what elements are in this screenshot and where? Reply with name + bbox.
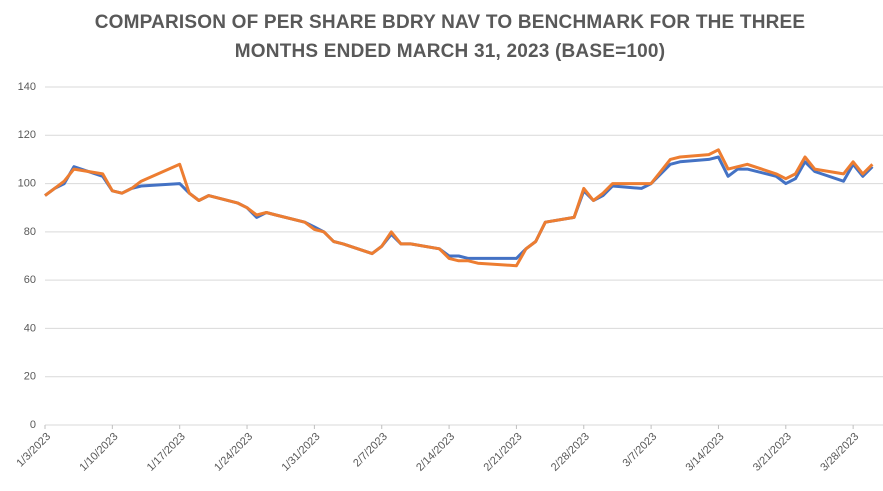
x-tick-label: 3/21/2023 [751,431,794,474]
series-line [44,148,874,268]
x-tick-label: 3/28/2023 [818,431,861,474]
y-tick-label: 100 [18,177,36,189]
x-tick-label: 1/3/2023 [14,431,53,470]
x-tick-label: 2/28/2023 [549,431,592,474]
x-tick-label: 1/17/2023 [145,431,188,474]
x-tick-label: 1/31/2023 [279,431,322,474]
x-tick-label: 2/21/2023 [482,431,525,474]
y-tick-label: 80 [24,226,36,238]
series-line [44,155,874,260]
x-tick-label: 1/10/2023 [77,431,120,474]
x-tick-label: 1/24/2023 [212,431,255,474]
x-tick-label: 3/14/2023 [684,431,727,474]
y-tick-label: 20 [24,371,36,383]
y-tick-label: 60 [24,274,36,286]
x-tick-label: 3/7/2023 [621,431,660,470]
y-tick-label: 40 [24,322,36,334]
y-tick-label: 0 [30,419,36,431]
y-tick-label: 120 [18,129,36,141]
y-tick-label: 140 [18,81,36,93]
x-tick-label: 2/14/2023 [414,431,457,474]
x-tick-label: 2/7/2023 [351,431,390,470]
chart-title: COMPARISON OF PER SHARE BDRY NAV TO BENC… [94,12,806,62]
